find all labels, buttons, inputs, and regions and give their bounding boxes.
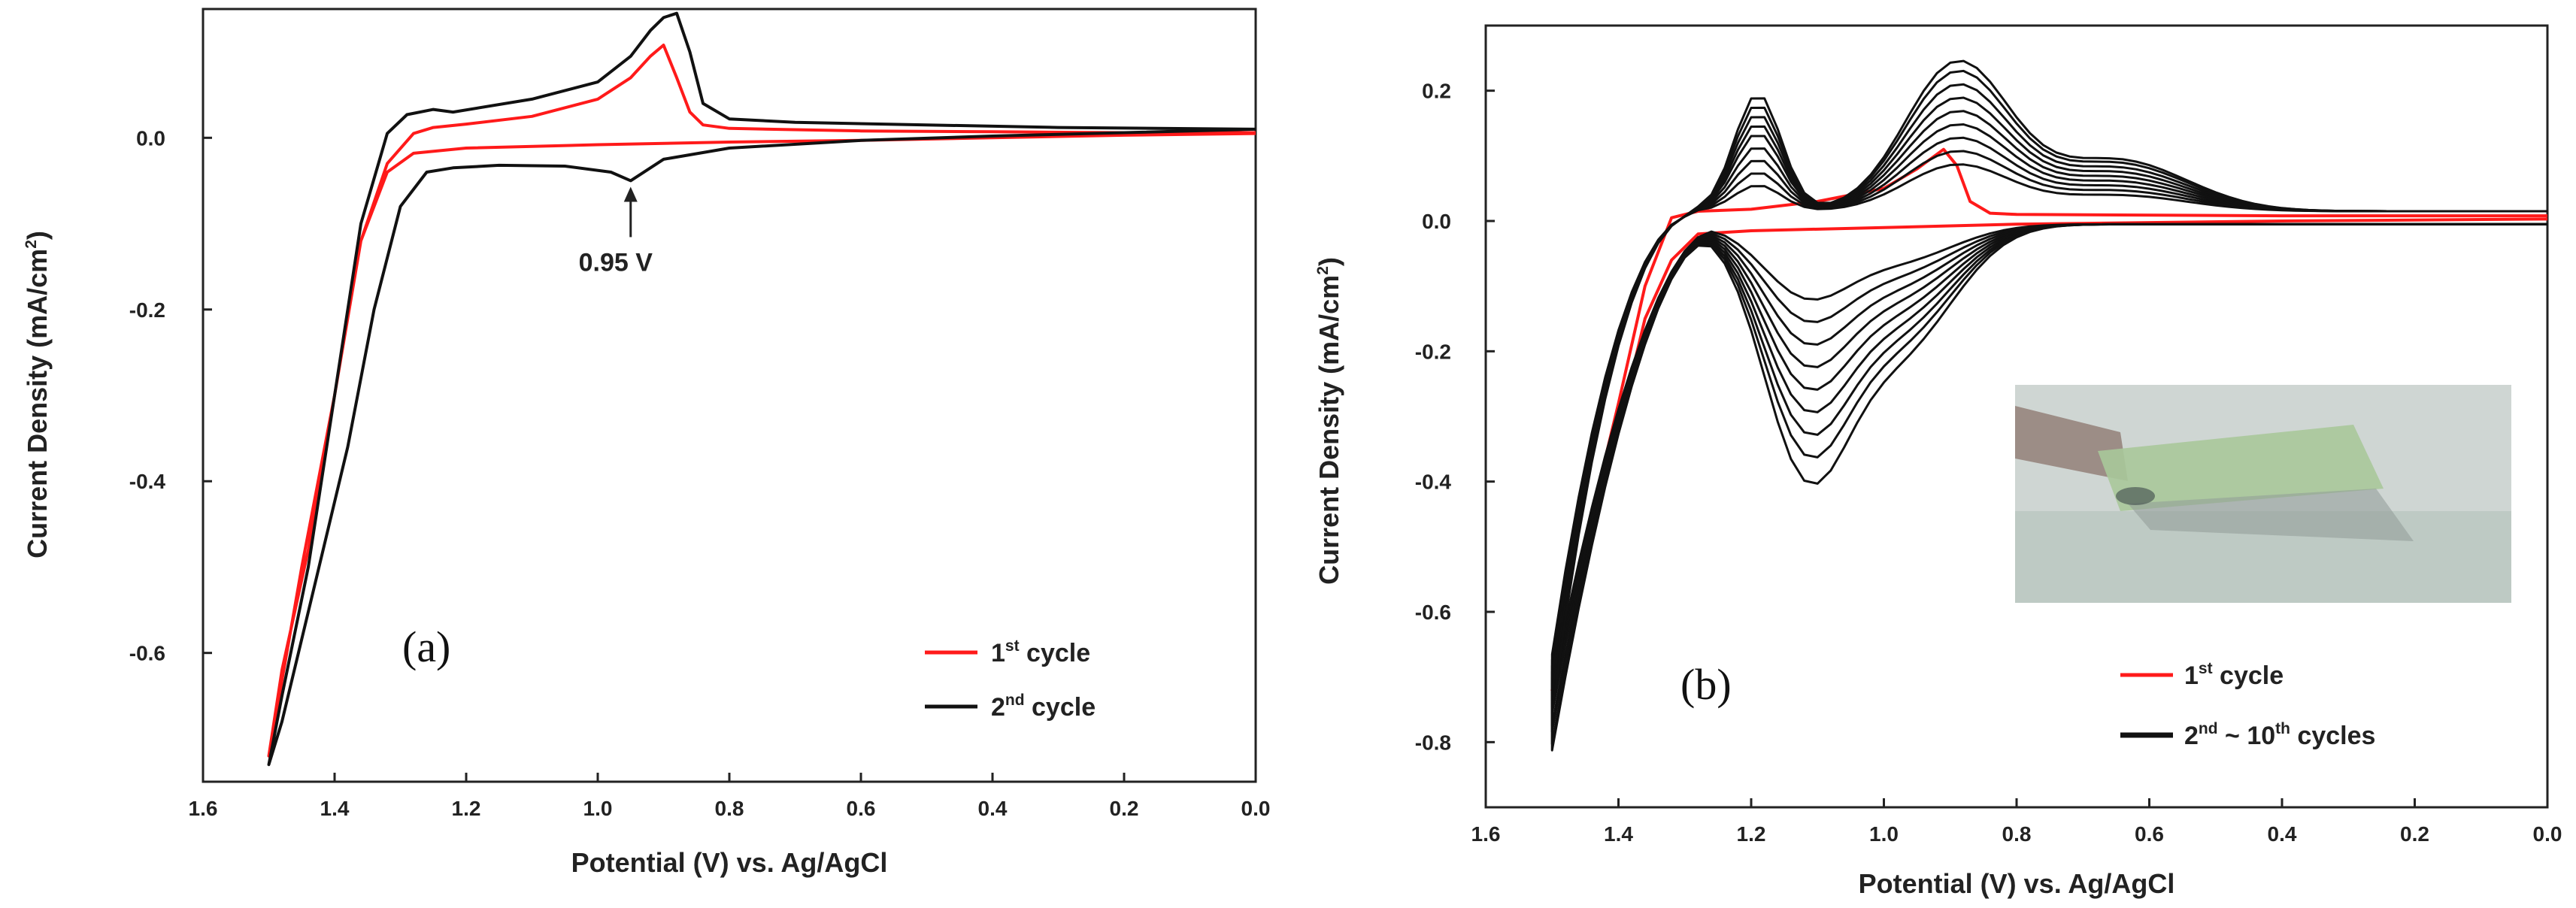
- annotation-0-95v: 0.95 V: [579, 248, 653, 277]
- legend-label-1st-cycle-b: 1st cycle: [2184, 660, 2284, 690]
- x-tick-label: 1.4: [1604, 822, 1633, 846]
- x-tick-label: 0.4: [2268, 822, 2297, 846]
- annotation-arrow-head: [623, 186, 638, 202]
- y-tick-label: 0.2: [1422, 80, 1451, 103]
- y-axis-label-b: Current Density (mA/cm2): [1314, 257, 1344, 585]
- series-line-1st-cycle: [1550, 147, 2548, 692]
- y-axis-label-b-main: Current Density (mA/cm: [1314, 275, 1344, 585]
- plot-frame-a: [202, 8, 1257, 783]
- inset-photo-contact: [2116, 487, 2155, 505]
- x-tick-label: 0.6: [847, 797, 876, 820]
- y-tick-label: -0.4: [129, 470, 166, 493]
- x-tick-label: 0.8: [715, 797, 744, 820]
- y-tick-label: 0.0: [1422, 210, 1451, 233]
- y-axis-label-a-main: Current Density (mA/cm: [22, 249, 53, 558]
- x-tick-label: 0.4: [978, 797, 1008, 820]
- y-tick-label: -0.8: [1415, 731, 1451, 754]
- x-tick-label: 0.6: [2135, 822, 2164, 846]
- legend-label-2nd-cycle-a: 2nd cycle: [991, 692, 1096, 722]
- x-axis-label-b: Potential (V) vs. Ag/AgCl: [1859, 868, 2175, 899]
- x-tick-label: 0.0: [1241, 797, 1271, 820]
- y-axis-label-b-sup: 2: [1314, 266, 1332, 275]
- x-tick-label: 1.0: [1869, 822, 1899, 846]
- x-tick-label: 1.2: [1737, 822, 1766, 846]
- inset-photo: [2015, 385, 2511, 603]
- x-tick-label: 1.6: [189, 797, 218, 820]
- inset-photo-substrate: [2128, 489, 2414, 541]
- inset-photo-holder: [2015, 406, 2128, 481]
- x-tick-label: 1.4: [320, 797, 350, 820]
- x-tick-label: 0.2: [1110, 797, 1139, 820]
- series-line-1st-cycle: [267, 44, 1256, 758]
- y-axis-label-a-end: ): [22, 231, 53, 240]
- series-line-2nd-cycle: [267, 11, 1256, 767]
- x-tick-label: 0.0: [2533, 822, 2562, 846]
- panel-label-a: (a): [402, 622, 450, 671]
- x-axis-label-a: Potential (V) vs. Ag/AgCl: [571, 847, 888, 878]
- legend-label-2nd-10th-cycles-b: 2nd ~ 10th cycles: [2184, 720, 2375, 750]
- y-axis-label-b-end: ): [1314, 257, 1344, 266]
- panel-a: 1.6 1.4 1.2 1.0 0.8 0.6 0.4 0.2 0.0 0.0 -0.2 -0.4 -0…: [22, 8, 1271, 878]
- y-tick-label: -0.6: [129, 642, 165, 665]
- x-tick-label: 1.6: [1471, 822, 1501, 846]
- x-tick-label: 0.8: [2002, 822, 2032, 846]
- panel-label-b: (b): [1680, 660, 1732, 709]
- y-tick-label: 0.0: [136, 126, 165, 150]
- x-tick-label: 1.0: [583, 797, 613, 820]
- panel-b: 1.6 1.4 1.2 1.0 0.8 0.6 0.4 0.2 0.0 0.2 0.0 -0.2 -0.…: [1314, 24, 2562, 899]
- y-tick-label: -0.6: [1415, 601, 1451, 624]
- y-tick-label: -0.2: [129, 298, 165, 322]
- legend-label-1st-cycle-a: 1st cycle: [991, 637, 1090, 667]
- cycle-line-10: [1550, 59, 2547, 752]
- y-axis-label-a-sup: 2: [23, 240, 40, 249]
- y-tick-label: -0.2: [1415, 340, 1451, 363]
- inset-photo-film: [2098, 425, 2384, 511]
- x-tick-label: 1.2: [452, 797, 481, 820]
- x-tick-label: 0.2: [2400, 822, 2429, 846]
- y-axis-label-a: Current Density (mA/cm2): [22, 231, 53, 558]
- y-tick-label: -0.4: [1415, 471, 1452, 494]
